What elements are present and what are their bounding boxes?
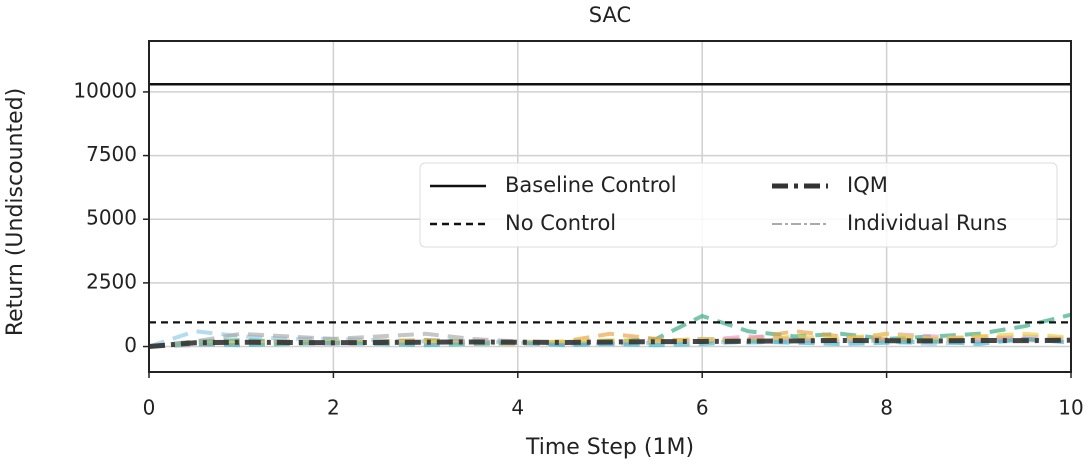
y-tick-label: 0 bbox=[124, 333, 137, 357]
y-axis-label: Return (Undiscounted) bbox=[3, 88, 28, 336]
legend-label: Baseline Control bbox=[505, 173, 677, 197]
x-tick-label: 10 bbox=[1058, 396, 1083, 420]
x-axis-label: Time Step (1M) bbox=[525, 435, 694, 460]
x-tick-label: 8 bbox=[880, 396, 893, 420]
legend-box bbox=[419, 162, 1058, 248]
legend-label: No Control bbox=[505, 211, 616, 235]
y-tick-label: 10000 bbox=[73, 78, 137, 102]
x-tick-label: 0 bbox=[143, 396, 156, 420]
x-tick-label: 4 bbox=[511, 396, 524, 420]
y-tick-label: 2500 bbox=[86, 269, 137, 293]
y-tick-label: 5000 bbox=[86, 206, 137, 230]
chart-title: SAC bbox=[589, 3, 631, 27]
x-tick-label: 6 bbox=[696, 396, 709, 420]
x-tick-label: 2 bbox=[327, 396, 340, 420]
legend: Baseline Control No Control IQM Individual … bbox=[419, 162, 1058, 248]
y-tick-label: 7500 bbox=[86, 142, 137, 166]
plot-frame bbox=[148, 40, 1072, 373]
legend-label: IQM bbox=[847, 173, 888, 197]
legend-label: Individual Runs bbox=[847, 211, 1007, 235]
iqm-line bbox=[148, 337, 1072, 350]
